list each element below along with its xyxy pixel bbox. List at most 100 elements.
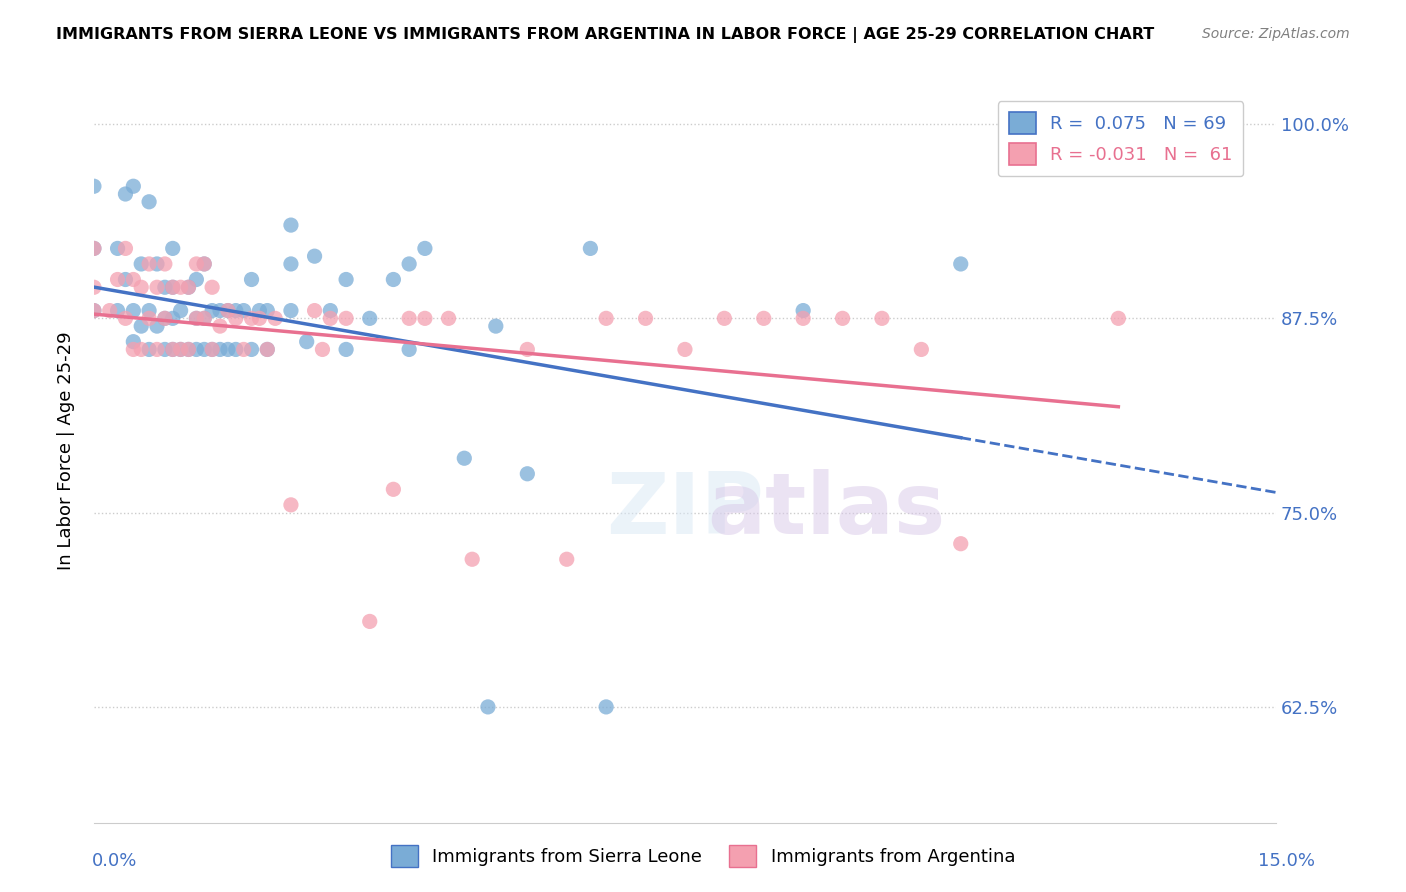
Point	[114, 186, 136, 201]
Point	[232, 343, 254, 357]
Point	[225, 303, 247, 318]
Point	[280, 498, 302, 512]
Point	[114, 311, 136, 326]
Point	[146, 319, 169, 334]
Point	[579, 241, 602, 255]
Point	[153, 311, 176, 326]
Point	[122, 303, 145, 318]
Point	[186, 311, 208, 326]
Point	[138, 257, 160, 271]
Point	[122, 334, 145, 349]
Point	[256, 343, 278, 357]
Point	[437, 311, 460, 326]
Point	[114, 272, 136, 286]
Point	[673, 343, 696, 357]
Point	[129, 343, 152, 357]
Point	[138, 194, 160, 209]
Point	[146, 343, 169, 357]
Point	[232, 303, 254, 318]
Point	[201, 343, 224, 357]
Point	[146, 280, 169, 294]
Point	[186, 257, 208, 271]
Point	[169, 303, 191, 318]
Point	[792, 311, 814, 326]
Point	[910, 343, 932, 357]
Point	[335, 343, 357, 357]
Point	[217, 343, 239, 357]
Point	[225, 343, 247, 357]
Point	[256, 343, 278, 357]
Point	[193, 257, 215, 271]
Point	[516, 467, 538, 481]
Point	[280, 303, 302, 318]
Point	[177, 280, 200, 294]
Point	[83, 280, 105, 294]
Point	[398, 311, 420, 326]
Point	[162, 343, 184, 357]
Point	[359, 311, 381, 326]
Point	[83, 303, 105, 318]
Point	[201, 303, 224, 318]
Point	[186, 272, 208, 286]
Point	[831, 311, 853, 326]
Point	[162, 280, 184, 294]
Point	[129, 319, 152, 334]
Point	[413, 241, 436, 255]
Point	[162, 343, 184, 357]
Point	[240, 311, 263, 326]
Point	[201, 343, 224, 357]
Point	[304, 249, 326, 263]
Point	[208, 343, 231, 357]
Point	[201, 280, 224, 294]
Point	[107, 303, 129, 318]
Point	[193, 257, 215, 271]
Point	[713, 311, 735, 326]
Point	[153, 280, 176, 294]
Point	[634, 311, 657, 326]
Point	[169, 343, 191, 357]
Point	[477, 700, 499, 714]
Y-axis label: In Labor Force | Age 25-29: In Labor Force | Age 25-29	[58, 331, 75, 570]
Point	[107, 272, 129, 286]
Point	[280, 257, 302, 271]
Point	[162, 280, 184, 294]
Point	[295, 334, 318, 349]
Point	[122, 272, 145, 286]
Point	[122, 343, 145, 357]
Point	[280, 218, 302, 232]
Point	[186, 311, 208, 326]
Point	[146, 257, 169, 271]
Point	[256, 303, 278, 318]
Point	[949, 257, 972, 271]
Point	[169, 343, 191, 357]
Point	[107, 241, 129, 255]
Text: ZIP: ZIP	[606, 468, 763, 551]
Point	[264, 311, 287, 326]
Point	[240, 272, 263, 286]
Point	[359, 615, 381, 629]
Text: 0.0%: 0.0%	[91, 852, 136, 870]
Point	[870, 311, 893, 326]
Point	[177, 343, 200, 357]
Point	[792, 303, 814, 318]
Point	[83, 303, 105, 318]
Point	[398, 257, 420, 271]
Point	[516, 343, 538, 357]
Point	[138, 311, 160, 326]
Point	[138, 343, 160, 357]
Point	[382, 272, 405, 286]
Point	[162, 241, 184, 255]
Point	[249, 311, 271, 326]
Point	[193, 311, 215, 326]
Point	[555, 552, 578, 566]
Point	[177, 343, 200, 357]
Point	[193, 311, 215, 326]
Point	[153, 311, 176, 326]
Point	[485, 319, 508, 334]
Legend: R =  0.075   N = 69, R = -0.031   N =  61: R = 0.075 N = 69, R = -0.031 N = 61	[998, 102, 1243, 176]
Point	[304, 303, 326, 318]
Point	[382, 483, 405, 497]
Point	[129, 257, 152, 271]
Point	[217, 303, 239, 318]
Point	[208, 319, 231, 334]
